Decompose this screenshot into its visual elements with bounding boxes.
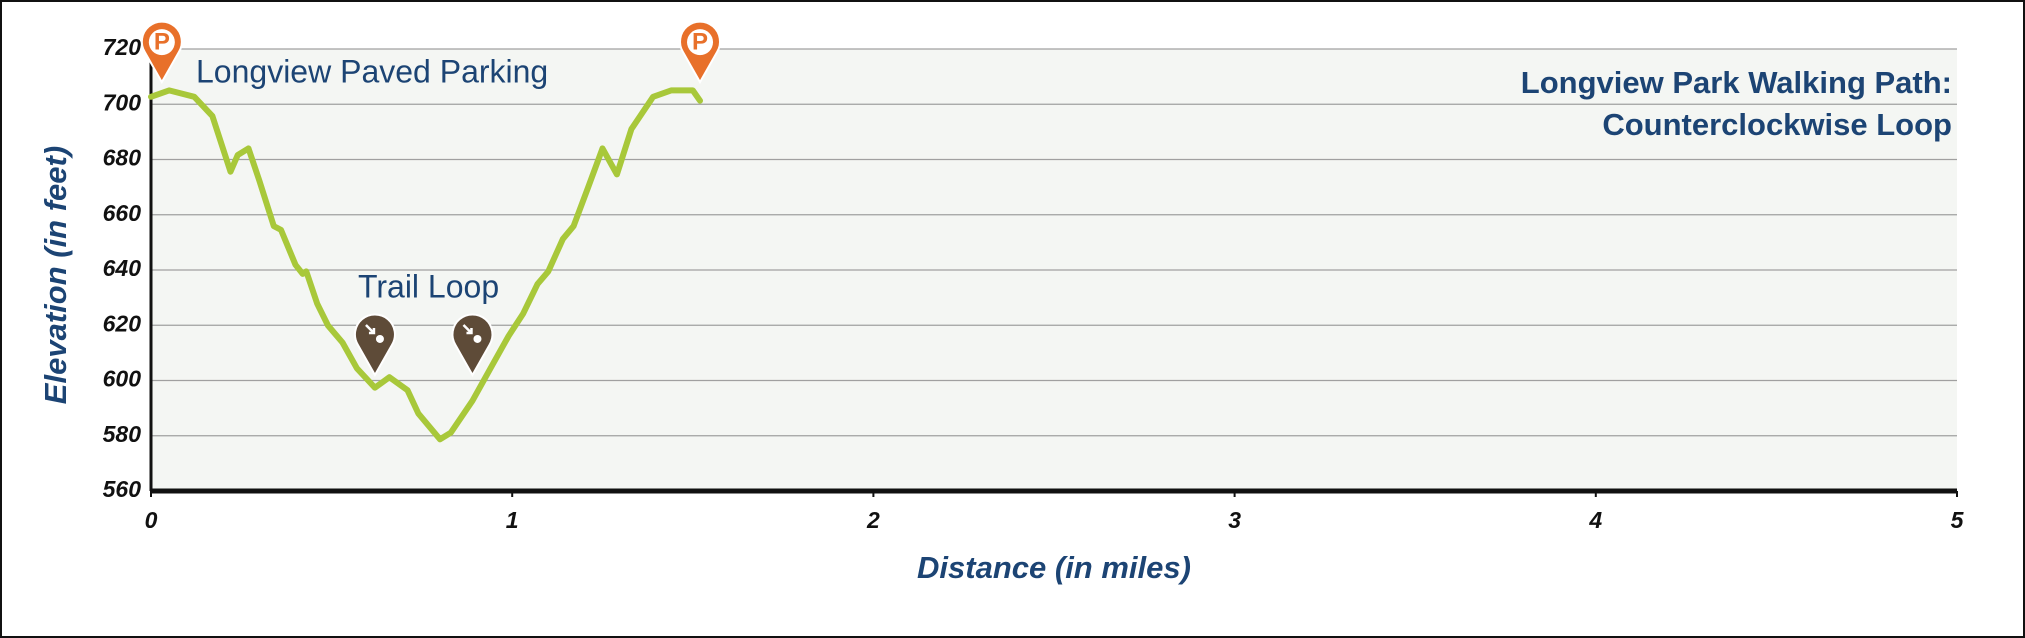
plot: 560 580 600 620 640 660 680 700 720 0 1 2 3 4 5 P P [103, 20, 1965, 533]
x-tick-label: 3 [1228, 507, 1241, 533]
y-tick-label: 600 [103, 366, 142, 392]
pin-label: P [692, 28, 708, 55]
trail-pin [451, 313, 494, 378]
x-tick-label: 2 [866, 507, 880, 533]
y-axis-title: Elevation (in feet) [38, 146, 73, 404]
x-axis-title: Distance (in miles) [917, 550, 1191, 585]
parking-pin: P [140, 20, 183, 85]
x-tick-label: 1 [506, 507, 519, 533]
trail-pin-shape [353, 313, 396, 378]
y-tick-label: 700 [103, 89, 142, 115]
chart-title: Counterclockwise Loop [1602, 107, 1952, 142]
y-tick-label: 660 [103, 200, 142, 226]
annotation: Trail Loop [358, 268, 499, 304]
trail-pin [353, 313, 396, 378]
y-tick-label: 640 [103, 255, 142, 281]
annotation: Longview Paved Parking [196, 53, 548, 89]
parking-pin: P [679, 20, 722, 85]
elevation-line [148, 87, 703, 443]
y-tick-label: 620 [103, 310, 142, 336]
chart-title: Longview Park Walking Path: [1521, 65, 1952, 100]
pin-face [687, 29, 714, 56]
pin-label: P [154, 28, 170, 55]
y-tick-label: 720 [103, 34, 142, 60]
y-tick-label: 680 [103, 145, 142, 171]
pin-icon [375, 334, 384, 343]
pin-face [148, 29, 175, 56]
pin-icon [462, 324, 473, 335]
y-tick-label: 560 [103, 476, 142, 502]
trail-pin-shape [451, 313, 494, 378]
y-tick-label: 580 [103, 421, 142, 447]
x-tick-label: 5 [1951, 507, 1965, 533]
pin-icon [473, 334, 482, 343]
pin-icon [365, 324, 376, 335]
x-tick-label: 0 [145, 507, 158, 533]
x-tick-label: 4 [1588, 507, 1602, 533]
